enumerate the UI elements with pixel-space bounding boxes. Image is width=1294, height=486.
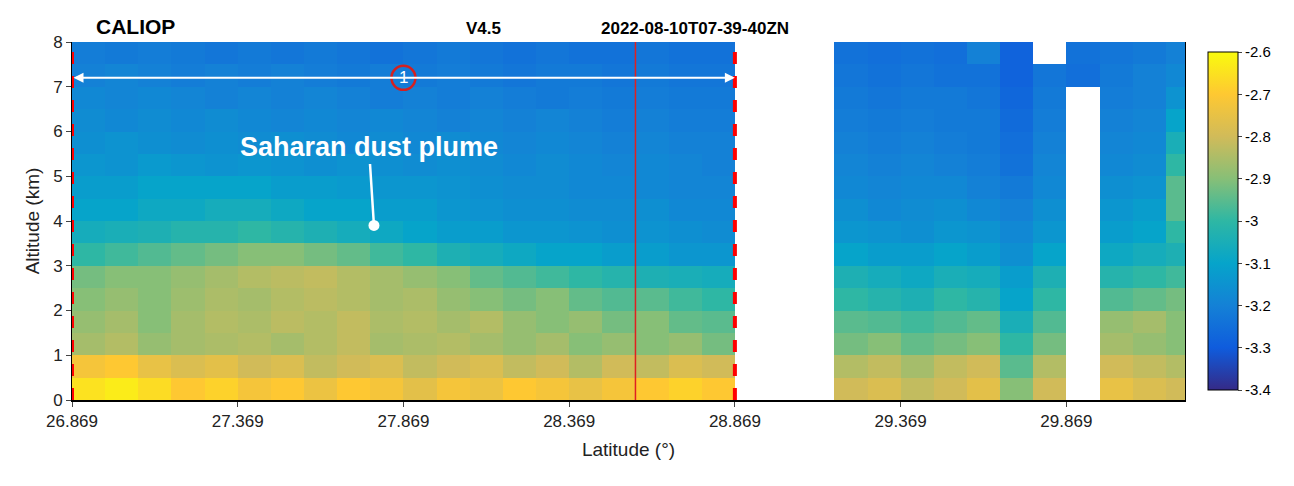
svg-text:Latitude (°): Latitude (°) [582, 439, 675, 460]
svg-text:3: 3 [53, 257, 62, 276]
svg-text:8: 8 [53, 33, 62, 52]
svg-text:-2.8: -2.8 [1245, 128, 1271, 145]
svg-text:-3.2: -3.2 [1245, 297, 1271, 314]
svg-text:-3.3: -3.3 [1245, 339, 1271, 356]
svg-text:1: 1 [399, 68, 408, 87]
svg-text:26.869: 26.869 [46, 412, 98, 431]
svg-text:5: 5 [53, 167, 62, 186]
svg-text:7: 7 [53, 78, 62, 97]
svg-text:29.869: 29.869 [1040, 412, 1092, 431]
svg-text:-3: -3 [1245, 212, 1258, 229]
svg-text:29.369: 29.369 [875, 412, 927, 431]
svg-text:-3.4: -3.4 [1245, 381, 1271, 398]
svg-text:28.869: 28.869 [709, 412, 761, 431]
svg-text:Saharan dust plume: Saharan dust plume [240, 132, 498, 162]
svg-text:2: 2 [53, 301, 62, 320]
svg-text:Altitude (km): Altitude (km) [22, 168, 43, 275]
svg-text:-2.9: -2.9 [1245, 170, 1271, 187]
svg-text:1: 1 [53, 346, 62, 365]
svg-text:4: 4 [53, 212, 62, 231]
svg-text:-2.7: -2.7 [1245, 86, 1271, 103]
svg-text:2022-08-10T07-39-40ZN: 2022-08-10T07-39-40ZN [601, 19, 789, 38]
svg-text:-3.1: -3.1 [1245, 255, 1271, 272]
svg-text:0: 0 [53, 391, 62, 410]
svg-text:6: 6 [53, 122, 62, 141]
svg-text:CALIOP: CALIOP [96, 15, 175, 38]
svg-text:V4.5: V4.5 [466, 19, 501, 38]
svg-text:27.869: 27.869 [377, 412, 429, 431]
svg-text:27.369: 27.369 [212, 412, 264, 431]
svg-text:28.369: 28.369 [543, 412, 595, 431]
svg-text:-2.6: -2.6 [1245, 43, 1271, 60]
